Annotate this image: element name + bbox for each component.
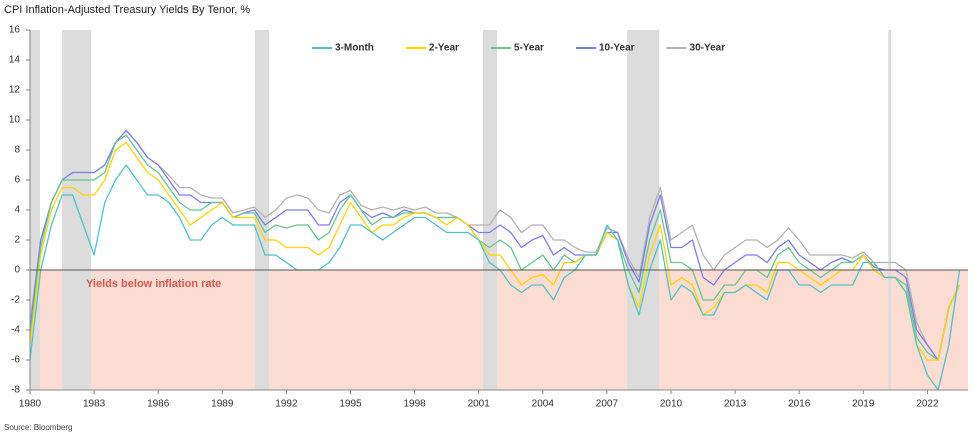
source: Source: Bloomberg [4, 423, 72, 432]
x-tick-label: 1986 [147, 399, 170, 410]
y-tick-label: -4 [11, 325, 20, 336]
recession-band [482, 30, 498, 390]
y-tick-label: 0 [14, 265, 20, 276]
series-line [29, 129, 961, 361]
annotation: Yields below inflation rate [86, 278, 221, 290]
x-tick-label: 1998 [403, 399, 426, 410]
y-tick-label: 6 [14, 175, 20, 186]
x-tick-label: 2022 [916, 399, 939, 410]
y-tick-label: 16 [9, 25, 21, 36]
x-tick-label: 1989 [211, 399, 234, 410]
x-tick-label: 1995 [339, 399, 362, 410]
y-tick-label: 4 [14, 205, 20, 216]
series-line [29, 141, 961, 361]
legend-label: 2-Year [429, 43, 459, 54]
legend-label: 5-Year [514, 43, 544, 54]
foreground-layer: -8 -6 -4 -2 0 2 4 6 8 10 12 14 16 1980 1983 1986 1989 199… [9, 25, 968, 410]
x-tick-label: 2013 [724, 399, 747, 410]
lines-layer [29, 129, 961, 391]
y-tick-label: 2 [14, 235, 20, 246]
recession-band [30, 30, 41, 390]
x-tick-label: 1992 [275, 399, 298, 410]
x-tick-label: 2016 [788, 399, 811, 410]
below-zero-area [30, 270, 968, 390]
x-tick-label: 1983 [83, 399, 106, 410]
x-tick-label: 2004 [532, 399, 555, 410]
y-tick-label: 12 [9, 85, 21, 96]
x-tick-label: 2001 [468, 399, 491, 410]
y-tick-label: 8 [14, 145, 20, 156]
legend-label: 10-Year [599, 43, 635, 54]
series-line [29, 164, 961, 391]
recession-band [627, 30, 660, 390]
x-tick-label: 2007 [596, 399, 619, 410]
recession-band [888, 30, 892, 390]
recession-band [62, 30, 92, 390]
x-tick-label: 2010 [660, 399, 683, 410]
y-tick-label: 10 [9, 115, 21, 126]
y-tick-label: -6 [11, 355, 20, 366]
background-layer [30, 30, 968, 390]
x-tick-label: 1980 [19, 399, 42, 410]
recession-band [254, 30, 270, 390]
series-line [29, 129, 961, 361]
x-tick-label: 2019 [852, 399, 875, 410]
y-tick-label: -8 [11, 385, 20, 396]
series-line [29, 134, 961, 361]
y-tick-label: 14 [9, 55, 21, 66]
y-tick-label: -2 [11, 295, 20, 306]
chart-title: CPI Inflation-Adjusted Treasury Yields B… [4, 4, 250, 16]
legend: 3-Month 2-Year 5-Year 10-Year 30-Year [312, 43, 725, 54]
legend-label: 3-Month [335, 43, 374, 54]
legend-label: 30-Year [690, 43, 726, 54]
